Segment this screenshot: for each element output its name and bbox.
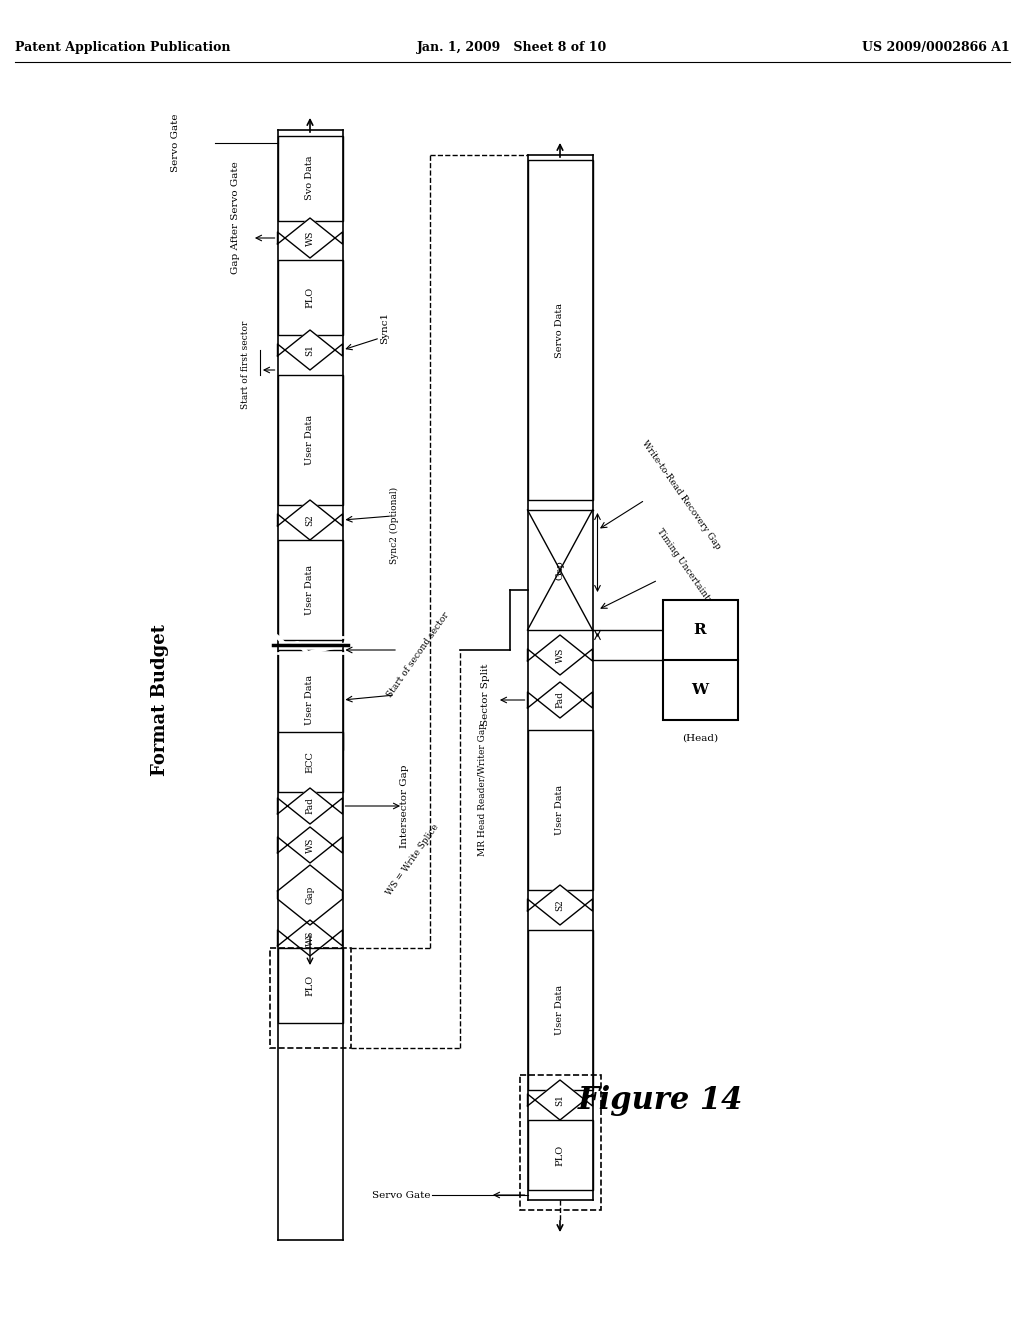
Text: User Data: User Data	[305, 414, 314, 465]
Text: Sync1: Sync1	[380, 312, 389, 345]
Polygon shape	[527, 635, 593, 675]
Bar	[269, 948, 350, 1048]
Text: User Data: User Data	[555, 985, 564, 1035]
Text: User Data: User Data	[305, 675, 314, 725]
Bar	[278, 540, 342, 640]
Text: R: R	[693, 623, 707, 638]
Text: WS: WS	[555, 647, 564, 663]
Text: Servo Gate: Servo Gate	[171, 114, 179, 172]
Text: Format Budget: Format Budget	[151, 624, 169, 776]
Bar	[527, 730, 593, 890]
Bar	[278, 375, 342, 506]
Text: WS: WS	[305, 837, 314, 853]
Bar	[278, 948, 342, 1023]
Polygon shape	[278, 828, 342, 863]
Text: PLO: PLO	[555, 1144, 564, 1166]
Text: PLO: PLO	[305, 974, 314, 995]
Bar	[527, 1119, 593, 1191]
Bar	[663, 601, 737, 719]
Text: Intersector Gap: Intersector Gap	[400, 764, 409, 847]
Text: WS: WS	[305, 230, 314, 246]
Text: Svo Data: Svo Data	[305, 156, 314, 201]
Polygon shape	[527, 1080, 593, 1119]
Text: Start of second sector: Start of second sector	[385, 611, 451, 700]
Bar	[278, 260, 342, 334]
Bar	[527, 160, 593, 500]
Polygon shape	[278, 865, 342, 925]
Text: Gap: Gap	[305, 886, 314, 904]
Text: PLO: PLO	[305, 286, 314, 308]
Text: Patent Application Publication: Patent Application Publication	[15, 41, 230, 54]
Text: Timing Uncertainty Gap: Timing Uncertainty Gap	[655, 527, 726, 623]
Text: WS: WS	[305, 931, 314, 945]
Text: MR Head Reader/Writer Gap: MR Head Reader/Writer Gap	[478, 723, 487, 857]
Text: S1: S1	[555, 1094, 564, 1106]
Text: Gap After Servo Gate: Gap After Servo Gate	[231, 161, 240, 275]
Text: ECC: ECC	[305, 751, 314, 774]
Text: S1: S1	[305, 345, 314, 356]
Text: Sector Split: Sector Split	[481, 664, 490, 726]
Polygon shape	[527, 510, 593, 630]
Polygon shape	[278, 500, 342, 540]
Text: Start of first sector: Start of first sector	[241, 321, 250, 409]
Polygon shape	[527, 682, 593, 718]
Polygon shape	[527, 884, 593, 925]
Polygon shape	[278, 330, 342, 370]
Bar	[278, 136, 342, 220]
Text: Pad: Pad	[555, 692, 564, 709]
Text: Sync2 (Optional): Sync2 (Optional)	[390, 487, 399, 564]
Text: S2: S2	[555, 899, 564, 911]
Text: User Data: User Data	[555, 785, 564, 836]
Polygon shape	[278, 788, 342, 824]
Text: Gap: Gap	[555, 560, 564, 579]
Bar	[527, 931, 593, 1090]
Text: (Head): (Head)	[682, 734, 718, 742]
Polygon shape	[278, 218, 342, 257]
Text: Pad: Pad	[305, 797, 314, 814]
Text: US 2009/0002866 A1: US 2009/0002866 A1	[862, 41, 1010, 54]
Text: S2: S2	[305, 513, 314, 525]
Text: Jan. 1, 2009   Sheet 8 of 10: Jan. 1, 2009 Sheet 8 of 10	[417, 41, 607, 54]
Text: Servo Gate: Servo Gate	[372, 1191, 430, 1200]
Text: User Data: User Data	[305, 565, 314, 615]
Polygon shape	[278, 920, 342, 956]
Text: Servo Data: Servo Data	[555, 302, 564, 358]
Bar	[519, 1074, 600, 1210]
Text: WS = Write Splice: WS = Write Splice	[385, 822, 441, 898]
Text: Figure 14: Figure 14	[578, 1085, 742, 1115]
Bar	[278, 733, 342, 792]
Text: Write-to-Read Recovery Gap: Write-to-Read Recovery Gap	[640, 440, 722, 550]
Text: W: W	[691, 682, 709, 697]
Bar	[278, 649, 342, 750]
